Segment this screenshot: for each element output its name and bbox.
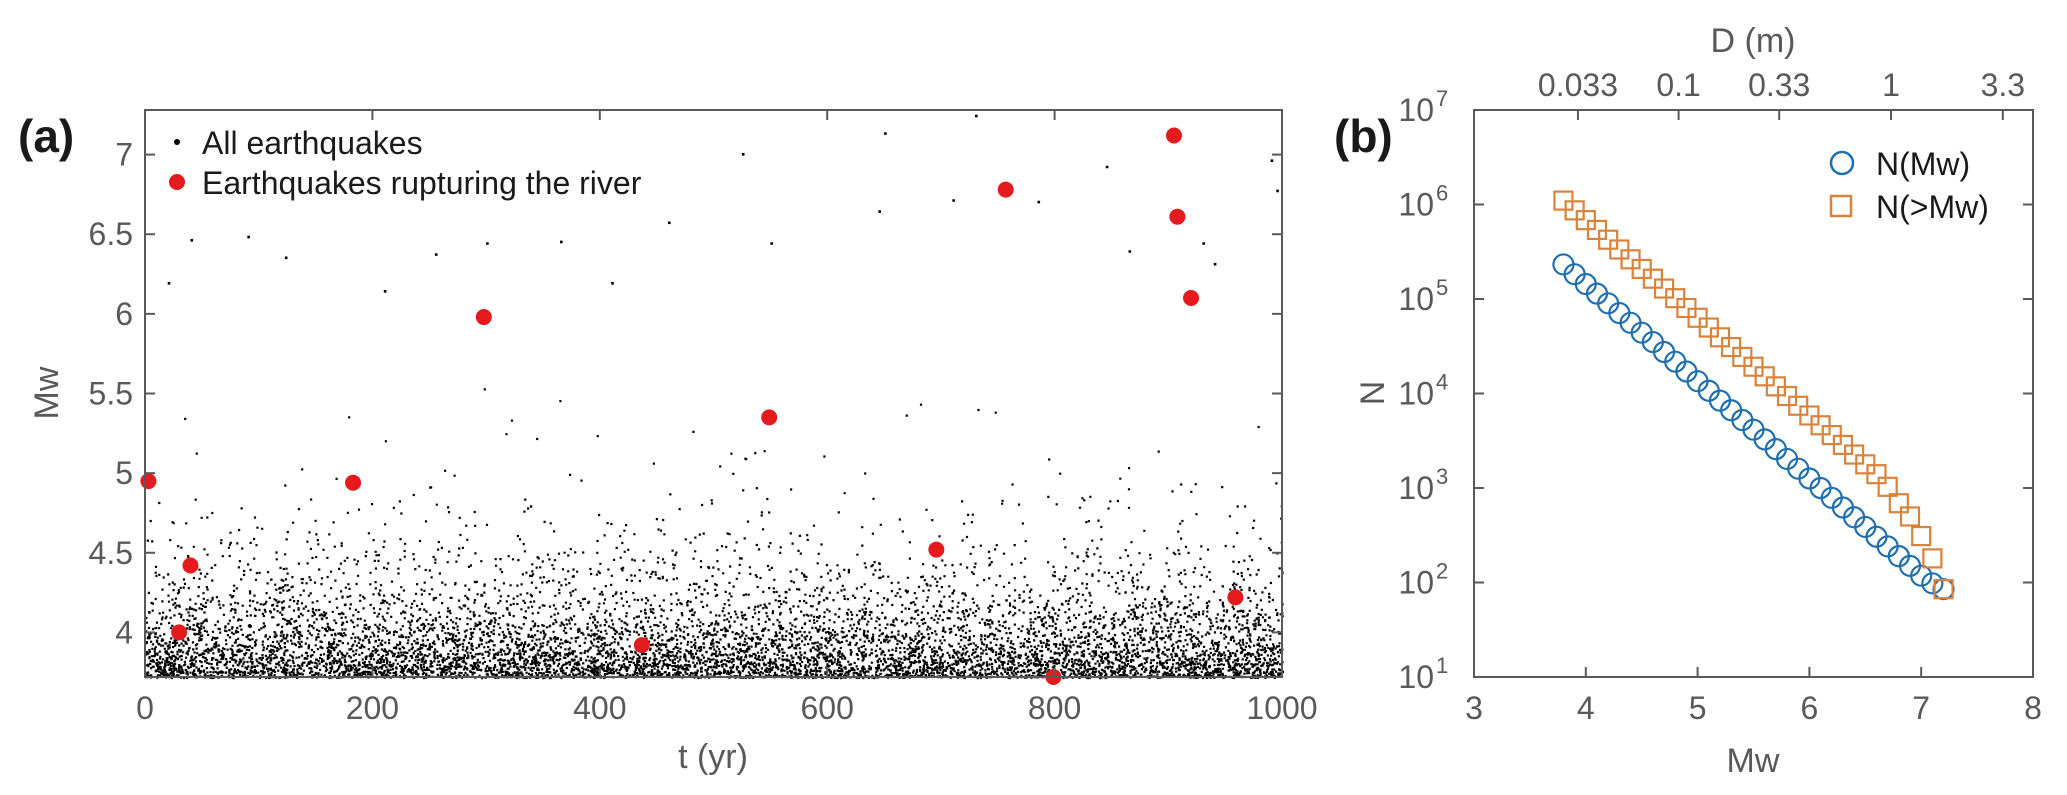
y-tick-exponent: 7 [1436,86,1448,111]
panel-b-top-x-axis-label: D (m) [1711,22,1796,60]
river-rupture-point [1169,208,1186,225]
panel-b-top-x-ticks: 0.033 0.1 0.33 1 3.3 [1538,67,2025,120]
top-x-tick-label: 0.033 [1538,67,1618,103]
river-rupture-point [171,624,188,641]
x-tick-label: 800 [1028,690,1081,726]
y-tick-label: 10 [1398,470,1434,506]
legend-n-gt-mw-marker [1829,194,1853,218]
y-tick-label: 6 [115,296,133,332]
y-tick-label: 4 [115,614,133,650]
legend-n-gt-mw-label: N(>Mw) [1876,189,1989,225]
x-tick-label: 600 [801,690,854,726]
y-tick-label: 10 [1398,281,1434,317]
n-gt-mw-point [1922,548,1943,569]
river-rupture-point [1165,127,1182,144]
river-rupture-point [345,474,362,491]
y-tick-exponent: 3 [1436,464,1448,489]
n-gt-mw-point [1899,506,1921,527]
y-tick-label: 6.5 [89,216,133,252]
legend-river-label: Earthquakes rupturing the river [202,165,642,201]
y-tick-label: 5.5 [89,376,133,412]
panel-b-y-axis-label: N [1354,381,1392,406]
top-x-tick-label: 0.1 [1656,67,1700,103]
y-tick-label: 7 [115,137,133,173]
river-rupture-point [633,637,650,654]
legend-n-mw-marker [1829,150,1855,176]
panel-a-x-axis-label: t (yr) [678,738,748,776]
top-x-tick-label: 0.33 [1748,67,1810,103]
river-rupture-point [928,541,945,558]
panel-a-label: (a) [18,110,74,162]
y-tick-exponent: 4 [1436,370,1448,395]
n-mw-point [1921,572,1944,595]
river-rupture-points [140,127,1244,685]
y-tick-exponent: 6 [1436,181,1448,206]
y-tick-label: 10 [1398,187,1434,223]
x-tick-label: 5 [1689,690,1707,726]
river-rupture-point [1227,589,1244,606]
x-tick-label: 4 [1577,690,1595,726]
all-earthquakes-points [145,114,1285,680]
panel-a-y-axis-label: Mw [28,366,66,419]
y-tick-label: 10 [1398,659,1434,695]
legend-n-mw-label: N(Mw) [1876,146,1970,182]
panel-b-label: (b) [1334,110,1393,162]
x-tick-label: 6 [1801,690,1819,726]
x-tick-label: 400 [573,690,626,726]
y-tick-exponent: 1 [1436,653,1448,678]
n-gt-mw-series [1553,190,1954,600]
panel-a-x-ticks: 0 200 400 600 800 1000 [136,110,1318,726]
y-tick-label: 4.5 [89,535,133,571]
river-rupture-point [140,473,157,490]
legend-all-label: All earthquakes [202,125,423,161]
n-mw-series [1552,253,1955,601]
x-tick-label: 200 [346,690,399,726]
river-rupture-point [1183,289,1200,306]
x-tick-label: 7 [1912,690,1930,726]
x-tick-label: 8 [2024,690,2042,726]
n-gt-mw-point [1933,579,1954,600]
y-tick-exponent: 2 [1436,559,1448,584]
all-earthquakes-dots [145,114,1285,680]
top-x-tick-label: 1 [1882,67,1900,103]
y-tick-label: 5 [115,455,133,491]
river-rupture-point [475,309,492,326]
river-rupture-point [182,557,199,574]
top-x-tick-label: 3.3 [1981,67,2025,103]
river-rupture-point [997,181,1014,198]
n-gt-mw-point [1911,525,1932,547]
legend-all-marker [174,139,180,145]
n-gt-mw-point [1888,493,1909,514]
panel-b-x-axis-label: Mw [1727,742,1780,780]
legend-river-marker [169,174,185,190]
n-gt-mw-point [1877,476,1898,497]
x-tick-label: 3 [1465,690,1483,726]
n-mw-point [1932,578,1955,601]
x-tick-label: 0 [136,690,154,726]
y-tick-exponent: 5 [1436,275,1448,300]
panel-a-plot: 0 200 400 600 800 1000 4 4.5 5 5.5 6 6.5 7 [89,109,1318,726]
y-tick-label: 10 [1398,565,1434,601]
panel-b-legend: N(Mw) N(>Mw) [1829,146,1989,225]
panel-b-x-ticks: 3 4 5 6 7 8 [1465,667,2042,726]
n-mw-point [1910,564,1933,587]
river-rupture-point [761,409,778,426]
x-tick-label: 1000 [1246,690,1317,726]
y-tick-label: 10 [1398,92,1434,128]
n-gt-mw-point [1866,464,1887,485]
panel-a-legend: All earthquakes Earthquakes rupturing th… [169,125,642,201]
panel-a-y-ticks: 4 4.5 5 5.5 6 6.5 7 [89,137,1282,650]
y-tick-label: 10 [1398,376,1434,412]
